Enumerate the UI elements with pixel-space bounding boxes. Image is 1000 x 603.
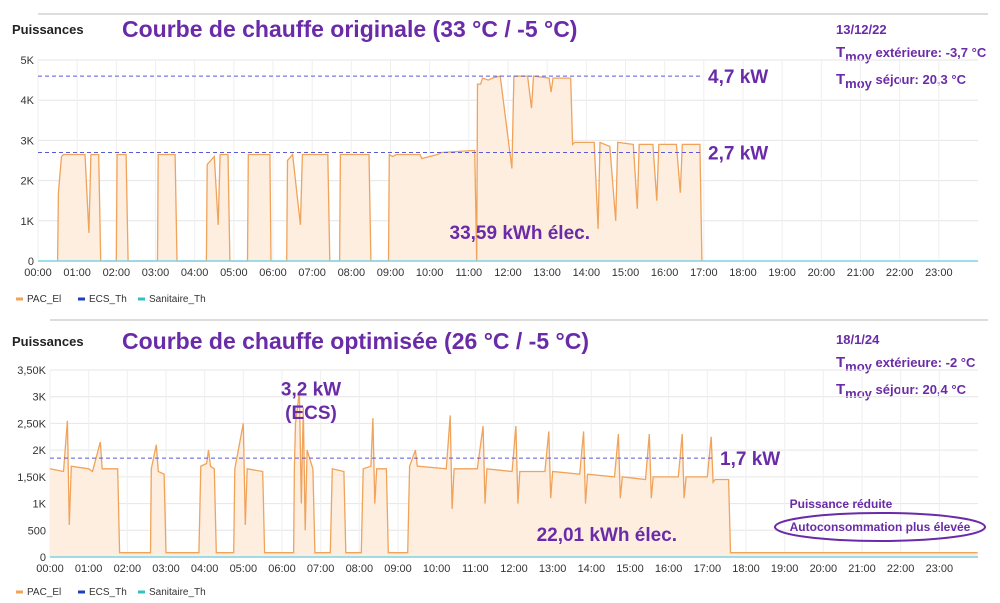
y-tick-label: 5K (21, 55, 35, 67)
x-tick-label: 19:00 (771, 563, 799, 575)
x-tick-label: 21:00 (847, 267, 875, 279)
legend-label: ECS_Th (89, 587, 127, 598)
x-tick-label: 14:00 (578, 563, 606, 575)
x-tick-label: 07:00 (298, 267, 326, 279)
x-tick-label: 23:00 (925, 267, 953, 279)
y-tick-label: 2K (21, 176, 35, 188)
x-tick-label: 03:00 (152, 563, 180, 575)
x-tick-label: 04:00 (181, 267, 209, 279)
annotation-text: 22,01 kWh élec. (537, 525, 677, 546)
x-tick-label: 22:00 (886, 267, 914, 279)
y-tick-label: 3,50K (17, 365, 46, 377)
info-box: 13/12/22 Tmoy extérieure: -3,7 °C Tmoy s… (836, 18, 986, 95)
x-tick-label: 03:00 (142, 267, 170, 279)
y-tick-label: 2,50K (17, 418, 46, 430)
x-tick-label: 09:00 (377, 267, 405, 279)
x-tick-label: 14:00 (573, 267, 601, 279)
info-tmoy-sejour: Tmoy séjour: 20,4 °C (836, 381, 966, 401)
legend-label: Sanitaire_Th (149, 587, 206, 598)
annotation-text: 33,59 kWh élec. (450, 223, 590, 244)
legend-label: PAC_El (27, 294, 61, 305)
x-tick-label: 20:00 (808, 267, 836, 279)
chart-panel-original: Puissances Courbe de chauffe originale (… (12, 13, 988, 305)
x-tick-label: 06:00 (259, 267, 287, 279)
x-tick-label: 21:00 (848, 563, 876, 575)
x-tick-label: 00:00 (24, 267, 52, 279)
x-tick-label: 22:00 (887, 563, 915, 575)
x-tick-label: 10:00 (423, 563, 451, 575)
x-tick-label: 08:00 (338, 267, 366, 279)
note-text: Puissance réduite (790, 497, 893, 511)
x-tick-label: 07:00 (307, 563, 335, 575)
annotation-text: (ECS) (285, 403, 337, 424)
y-tick-label: 1,50K (17, 472, 46, 484)
x-tick-label: 17:00 (690, 267, 718, 279)
x-tick-label: 12:00 (500, 563, 528, 575)
reference-label: 4,7 kW (708, 67, 768, 88)
x-tick-label: 20:00 (810, 563, 838, 575)
info-box: 18/1/24 Tmoy extérieure: -2 °C Tmoy séjo… (836, 328, 975, 405)
note-text: Autoconsommation plus élevée (790, 520, 971, 534)
panel-label: Puissances (12, 334, 84, 349)
x-tick-label: 00:00 (36, 563, 64, 575)
x-tick-label: 12:00 (494, 267, 522, 279)
annotation-text: 3,2 kW (281, 380, 341, 401)
x-tick-label: 08:00 (346, 563, 374, 575)
x-tick-label: 17:00 (694, 563, 722, 575)
chart-svg-original: 0 1K 2K 3K 4K 5K 00:00 01:00 02:00 03:00 04:00 05:0… (16, 13, 988, 305)
x-tick-label: 02:00 (114, 563, 142, 575)
x-tick-label: 16:00 (655, 563, 683, 575)
x-tick-label: 01:00 (75, 563, 103, 575)
chart-panel-optimised: Puissances Courbe de chauffe optimisée (… (0, 318, 1000, 603)
legend-label: Sanitaire_Th (149, 294, 206, 305)
x-tick-label: 18:00 (732, 563, 760, 575)
reference-label: 1,7 kW (720, 449, 780, 470)
x-tick-label: 05:00 (230, 563, 258, 575)
x-tick-label: 04:00 (191, 563, 219, 575)
y-tick-label: 3K (21, 135, 35, 147)
x-tick-label: 15:00 (616, 563, 644, 575)
legend-label: ECS_Th (89, 294, 127, 305)
x-tick-label: 10:00 (416, 267, 444, 279)
x-tick-label: 11:00 (462, 563, 489, 575)
x-tick-label: 09:00 (384, 563, 412, 575)
series-line-pac-el (49, 391, 978, 554)
y-tick-label: 2K (33, 445, 47, 457)
series-line-pac-el (56, 75, 703, 262)
note-ellipse (774, 512, 986, 542)
series-area-pac-el (57, 76, 702, 261)
reference-label: 2,7 kW (708, 143, 768, 164)
x-tick-label: 02:00 (103, 267, 131, 279)
chart-svg-optimised: 0 500 1K 1,50K 2K 2,50K 3K 3,50K 00:00 01:00 02:00… (16, 319, 988, 598)
x-tick-label: 13:00 (539, 563, 567, 575)
x-tick-label: 11:00 (455, 267, 482, 279)
y-tick-label: 500 (28, 525, 46, 537)
x-tick-label: 15:00 (612, 267, 640, 279)
y-tick-label: 4K (21, 95, 35, 107)
x-tick-label: 16:00 (651, 267, 679, 279)
info-date: 18/1/24 (836, 332, 880, 347)
x-tick-label: 19:00 (768, 267, 796, 279)
x-tick-label: 13:00 (533, 267, 561, 279)
x-tick-label: 05:00 (220, 267, 248, 279)
x-tick-label: 18:00 (729, 267, 757, 279)
x-tick-label: 06:00 (268, 563, 296, 575)
x-tick-label: 23:00 (926, 563, 954, 575)
y-tick-label: 0 (28, 256, 34, 268)
y-tick-label: 1K (21, 216, 35, 228)
info-tmoy-sejour: Tmoy séjour: 20,3 °C (836, 71, 966, 91)
chart-title: Courbe de chauffe optimisée (26 °C / -5 … (122, 328, 589, 354)
legend-label: PAC_El (27, 587, 61, 598)
y-tick-label: 3K (33, 392, 47, 404)
y-tick-label: 0 (40, 552, 46, 564)
panel-label: Puissances (12, 22, 84, 37)
y-tick-label: 1K (33, 499, 47, 511)
info-date: 13/12/22 (836, 22, 887, 37)
chart-title: Courbe de chauffe originale (33 °C / -5 … (122, 16, 578, 42)
x-tick-label: 01:00 (63, 267, 91, 279)
series-area-pac-el (50, 391, 978, 557)
